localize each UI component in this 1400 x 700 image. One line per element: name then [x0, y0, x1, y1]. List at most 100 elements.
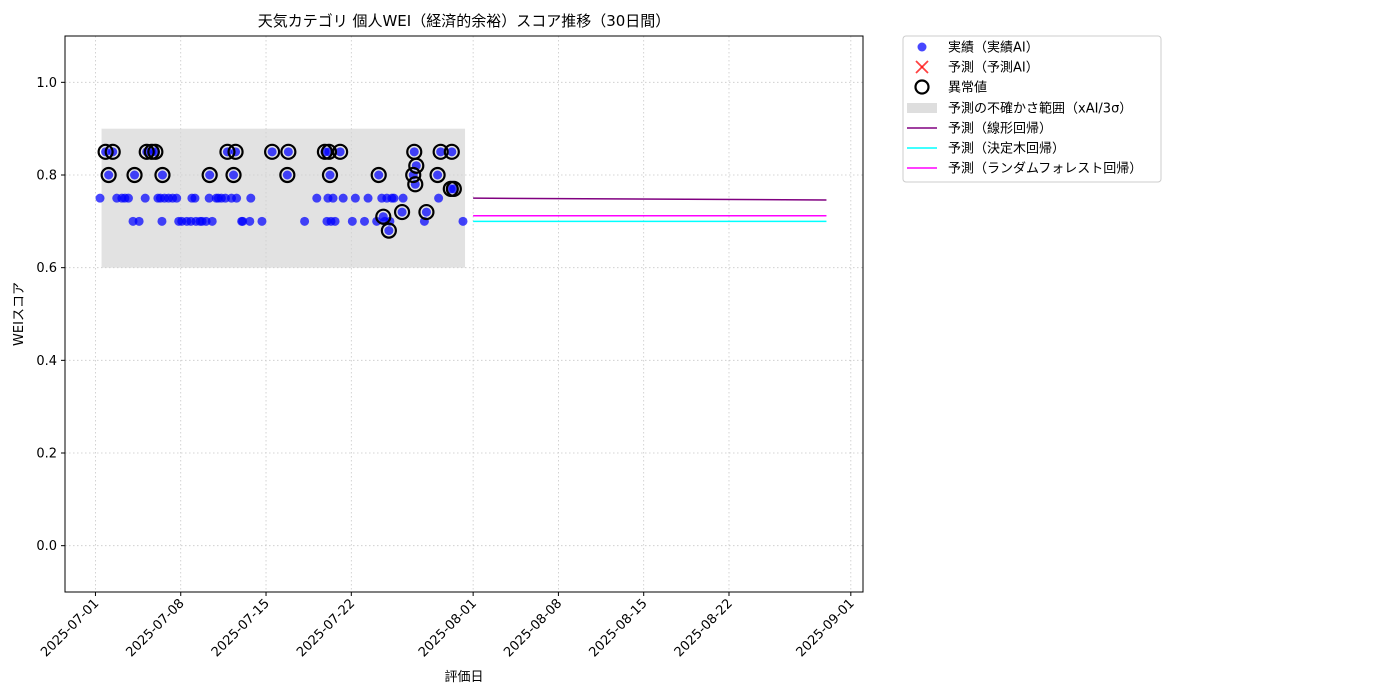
anomaly-marker: [370, 166, 387, 184]
actual-point: [140, 193, 150, 203]
legend-item-tree: 予測（決定木回帰）: [907, 141, 1065, 157]
actual-point: [347, 216, 357, 226]
actual-point: [363, 193, 373, 203]
anomaly-marker: [280, 143, 297, 160]
anomaly-marker: [227, 143, 244, 160]
legend-box: [902, 35, 1162, 183]
actual-point: [229, 170, 239, 180]
actual-point: [330, 216, 340, 226]
actual-point: [325, 170, 335, 180]
actual-point: [449, 184, 459, 194]
actual-point: [130, 170, 140, 180]
actual-point: [433, 170, 443, 180]
actual-point: [245, 216, 255, 226]
anomaly-marker: [380, 222, 397, 239]
anomaly-marker: [126, 166, 143, 184]
anomaly-marker: [201, 166, 218, 184]
anomaly-marker: [97, 143, 114, 160]
chart-title: 天気カテゴリ 個人WEI（経済的余裕）スコア推移（30日間）: [258, 12, 671, 30]
actual-point: [350, 193, 360, 203]
actual-point: [384, 226, 394, 236]
actual-point: [246, 193, 256, 203]
actual-point: [312, 193, 322, 203]
legend-label-anomaly: 異常値: [948, 80, 987, 96]
x-tick-label: 2025-09-01: [794, 596, 858, 660]
grid: [65, 36, 863, 592]
anomaly-marker: [225, 166, 242, 184]
actual-point: [282, 170, 292, 180]
x-tick-label: 2025-08-15: [586, 596, 650, 660]
anomaly-marker: [443, 143, 460, 160]
actual-point: [389, 193, 399, 203]
x-axis-ticks: 2025-07-01 2025-07-08 2025-07-15 2025-07-22…: [38, 592, 858, 660]
y-tick-label: 0.0: [36, 539, 57, 554]
y-tick-label: 0.6: [36, 261, 57, 276]
y-axis-ticks: 0.0 0.2 0.4 0.6 0.8 1.0: [36, 76, 65, 554]
anomaly-marker: [279, 166, 296, 184]
anomaly-marker: [332, 143, 349, 160]
legend-item-anomaly: 異常値: [914, 79, 987, 96]
anomaly-marker: [321, 166, 339, 184]
actual-point: [374, 170, 384, 180]
actual-point: [207, 216, 217, 226]
legend-handle-band: [907, 103, 937, 113]
legend-item-predicted: 予測（予測AI）: [915, 60, 1039, 76]
actual-point: [157, 216, 167, 226]
actual-point: [436, 147, 446, 157]
anomaly-marker: [445, 180, 462, 197]
actual-point: [398, 193, 408, 203]
y-tick-label: 0.2: [36, 447, 57, 462]
anomaly-marker: [264, 143, 281, 160]
actual-point: [134, 216, 144, 226]
legend-item-forest: 予測（ランダムフォレスト回帰）: [907, 161, 1142, 177]
x-axis-label: 評価日: [444, 670, 483, 685]
anomaly-marker: [418, 203, 435, 221]
actual-point: [338, 193, 348, 203]
prediction-line-linear: [473, 197, 827, 201]
actual-point: [257, 216, 267, 226]
actual-point: [204, 193, 214, 203]
actual-point: [283, 147, 293, 157]
actual-point: [335, 147, 345, 157]
legend-handle-predicted-b: [915, 60, 929, 74]
anomaly-marker: [154, 166, 171, 184]
actual-point: [123, 193, 133, 203]
y-tick-label: 0.4: [36, 354, 57, 369]
anomaly-marker: [408, 157, 425, 174]
actual-point: [231, 147, 241, 157]
anomaly-marker: [393, 203, 411, 221]
anomaly-marker: [100, 166, 117, 184]
legend-label-actual: 実績（実績AI）: [948, 40, 1039, 56]
anomaly-marker: [219, 143, 236, 160]
x-tick-label: 2025-07-22: [294, 596, 358, 660]
actual-point: [458, 216, 468, 226]
legend-label-band: 予測の不確かさ範囲（xAI/3σ）: [948, 101, 1132, 117]
legend-item-band: 予測の不確かさ範囲（xAI/3σ）: [907, 101, 1132, 117]
legend-item-linear: 予測（線形回帰）: [907, 121, 1052, 137]
actual-point: [328, 193, 338, 203]
actual-point: [447, 147, 457, 157]
y-tick-label: 1.0: [36, 76, 57, 91]
actual-point: [421, 207, 431, 217]
actual-point: [409, 147, 419, 157]
anomaly-marker: [407, 176, 424, 193]
plot-frame: [64, 35, 864, 593]
legend-label-forest: 予測（ランダムフォレスト回帰）: [948, 161, 1142, 177]
anomaly-markers-layer: [97, 143, 462, 239]
actual-point: [157, 170, 167, 180]
y-tick-label: 0.8: [36, 169, 57, 184]
x-tick-label: 2025-07-08: [124, 596, 188, 660]
actual-point: [360, 216, 370, 226]
actual-point: [205, 170, 215, 180]
actual-point: [232, 193, 242, 203]
x-tick-label: 2025-08-22: [672, 596, 736, 660]
anomaly-marker: [432, 143, 449, 160]
legend-handle-anomaly: [914, 79, 930, 95]
anomaly-marker: [104, 143, 121, 160]
anomaly-marker: [429, 166, 446, 184]
anomaly-marker: [138, 143, 155, 160]
legend-handle-actual: [917, 42, 927, 52]
prediction-lines-layer: [473, 197, 827, 223]
